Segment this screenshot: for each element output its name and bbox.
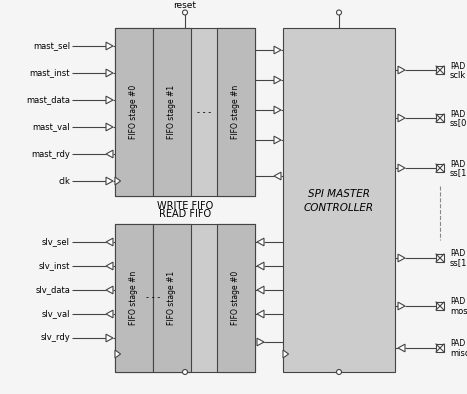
Text: READ FIFO: READ FIFO <box>159 209 211 219</box>
Polygon shape <box>274 46 281 54</box>
Bar <box>153 224 191 372</box>
Polygon shape <box>274 136 281 144</box>
Text: mast_rdy: mast_rdy <box>31 149 70 158</box>
Bar <box>115 28 255 196</box>
Text: ss[15]: ss[15] <box>450 258 467 268</box>
Polygon shape <box>274 76 281 84</box>
Bar <box>283 28 395 372</box>
Polygon shape <box>398 344 405 352</box>
Polygon shape <box>398 114 405 122</box>
Text: FIFO stage #1: FIFO stage #1 <box>168 271 177 325</box>
Text: slv_inst: slv_inst <box>39 262 70 271</box>
Circle shape <box>183 10 187 15</box>
Text: slv_val: slv_val <box>42 310 70 318</box>
Text: slv_data: slv_data <box>35 286 70 294</box>
Bar <box>115 224 255 372</box>
Text: PAD: PAD <box>450 160 465 169</box>
Text: PAD: PAD <box>450 61 465 71</box>
Text: reset: reset <box>174 0 197 9</box>
Bar <box>436 66 444 74</box>
Polygon shape <box>115 177 120 185</box>
Polygon shape <box>398 302 405 310</box>
Polygon shape <box>283 350 289 358</box>
Circle shape <box>337 370 341 375</box>
Polygon shape <box>115 350 120 358</box>
Text: PAD: PAD <box>450 340 465 349</box>
Polygon shape <box>257 310 264 318</box>
Text: FIFO stage #n: FIFO stage #n <box>232 85 241 139</box>
Polygon shape <box>398 164 405 172</box>
Text: mast_val: mast_val <box>32 123 70 132</box>
Text: ss[0]: ss[0] <box>450 119 467 128</box>
Text: mast_sel: mast_sel <box>33 41 70 50</box>
Text: CONTROLLER: CONTROLLER <box>304 203 374 213</box>
Text: clk: clk <box>58 177 70 186</box>
Text: - - -: - - - <box>146 294 160 303</box>
Polygon shape <box>274 172 281 180</box>
Circle shape <box>183 370 187 375</box>
Polygon shape <box>106 334 113 342</box>
Bar <box>115 224 153 372</box>
Text: mast_inst: mast_inst <box>29 69 70 78</box>
Polygon shape <box>106 177 113 185</box>
Bar <box>217 224 255 372</box>
Text: sclk: sclk <box>450 71 466 80</box>
Text: mast_data: mast_data <box>26 95 70 104</box>
Polygon shape <box>106 286 113 294</box>
Text: - - -: - - - <box>197 108 211 117</box>
Text: PAD: PAD <box>450 249 465 258</box>
Text: SPI MASTER: SPI MASTER <box>308 189 370 199</box>
Polygon shape <box>106 96 113 104</box>
Text: mosi: mosi <box>450 307 467 316</box>
Text: FIFO stage #1: FIFO stage #1 <box>168 85 177 139</box>
Polygon shape <box>257 338 264 346</box>
Circle shape <box>337 10 341 15</box>
Text: FIFO stage #0: FIFO stage #0 <box>129 85 139 139</box>
Bar <box>436 114 444 122</box>
Text: miso: miso <box>450 349 467 357</box>
Polygon shape <box>398 254 405 262</box>
Bar <box>217 28 255 196</box>
Polygon shape <box>106 238 113 246</box>
Polygon shape <box>106 123 113 131</box>
Polygon shape <box>257 286 264 294</box>
Bar <box>436 344 444 352</box>
Bar <box>436 302 444 310</box>
Text: PAD: PAD <box>450 297 465 307</box>
Polygon shape <box>274 106 281 114</box>
Text: FIFO stage #n: FIFO stage #n <box>129 271 139 325</box>
Bar <box>153 28 191 196</box>
Polygon shape <box>106 150 113 158</box>
Polygon shape <box>398 66 405 74</box>
Text: WRITE FIFO: WRITE FIFO <box>157 201 213 211</box>
Text: PAD: PAD <box>450 110 465 119</box>
Polygon shape <box>257 262 264 270</box>
Bar <box>436 164 444 172</box>
Bar <box>436 254 444 262</box>
Polygon shape <box>106 262 113 270</box>
Polygon shape <box>106 310 113 318</box>
Text: slv_rdy: slv_rdy <box>40 333 70 342</box>
Polygon shape <box>257 238 264 246</box>
Bar <box>115 28 153 196</box>
Polygon shape <box>106 42 113 50</box>
Text: FIFO stage #0: FIFO stage #0 <box>232 271 241 325</box>
Text: ss[1]: ss[1] <box>450 169 467 178</box>
Polygon shape <box>106 69 113 77</box>
Text: slv_sel: slv_sel <box>42 238 70 247</box>
